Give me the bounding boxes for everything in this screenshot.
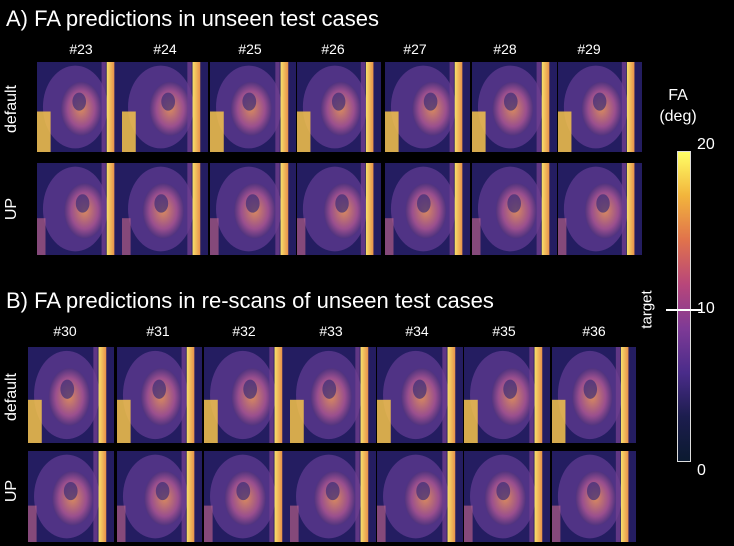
row-label-up: UP [3, 479, 20, 503]
case-label: #31 [146, 323, 170, 339]
colorbar-target-marker [666, 309, 702, 311]
fa-map-tile [290, 451, 376, 542]
case-label: #26 [321, 41, 345, 57]
case-label: #33 [319, 323, 343, 339]
fa-map-tile [297, 62, 381, 152]
row-label-default: default [3, 84, 20, 134]
fa-map-tile [210, 163, 296, 255]
colorbar-tick-0: 0 [697, 462, 706, 479]
case-label: #29 [577, 41, 601, 57]
case-label: #27 [403, 41, 427, 57]
colorbar [677, 151, 691, 462]
fa-map-tile [37, 62, 122, 152]
row-label-up: UP [3, 197, 20, 221]
fa-map-tile [377, 347, 463, 443]
colorbar-tick-20: 20 [697, 136, 715, 153]
fa-map-tile [122, 163, 208, 255]
fa-map-tile [472, 163, 557, 255]
fa-map-tile [117, 347, 202, 443]
fa-map-tile [117, 451, 202, 542]
fa-map-tile [28, 347, 114, 443]
case-label: #30 [53, 323, 77, 339]
fa-map-tile [204, 347, 290, 443]
colorbar-target-label: target [638, 290, 656, 329]
fa-map-tile [558, 62, 642, 152]
fa-map-tile [558, 163, 642, 255]
fa-map-tile [464, 347, 550, 443]
case-label: #24 [153, 41, 177, 57]
fa-map-tile [385, 62, 470, 152]
fa-map-tile [122, 62, 208, 152]
colorbar-unit-label: FA (deg) [648, 86, 708, 128]
case-label: #23 [69, 41, 93, 57]
case-label: #35 [492, 323, 516, 339]
fa-map-tile [28, 451, 114, 542]
fa-map-tile [552, 347, 636, 443]
colorbar-tick-10: 10 [697, 300, 715, 317]
colorbar-label-fa: FA [668, 87, 688, 104]
fa-map-tile [552, 451, 636, 542]
case-label: #32 [232, 323, 256, 339]
fa-map-tile [472, 62, 557, 152]
fa-map-tile [204, 451, 290, 542]
panel-b-title: B) FA predictions in re-scans of unseen … [6, 288, 494, 313]
case-label: #25 [238, 41, 262, 57]
row-label-default: default [3, 372, 20, 422]
colorbar-label-deg: (deg) [659, 107, 697, 125]
fa-map-tile [290, 347, 376, 443]
fa-map-tile [297, 163, 381, 255]
fa-map-tile [377, 451, 463, 542]
fa-map-tile [464, 451, 550, 542]
case-label: #28 [493, 41, 517, 57]
fa-map-tile [385, 163, 470, 255]
panel-a-title: A) FA predictions in unseen test cases [6, 6, 379, 31]
case-label: #34 [405, 323, 429, 339]
fa-map-tile [37, 163, 122, 255]
case-label: #36 [582, 323, 606, 339]
fa-map-tile [210, 62, 296, 152]
